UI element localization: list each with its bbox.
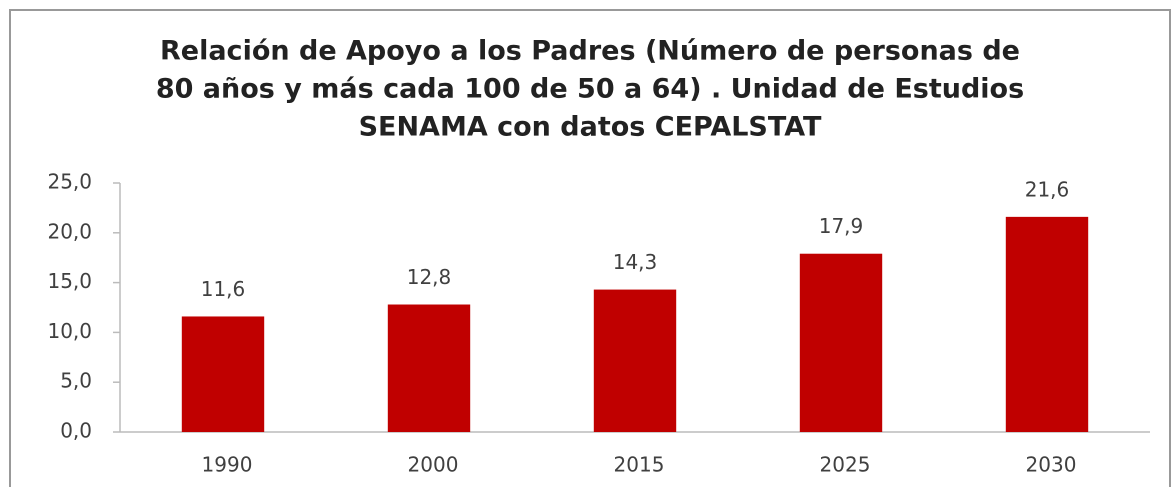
- y-tick-label: 25,0: [47, 170, 92, 194]
- y-tick-label: 10,0: [47, 319, 92, 343]
- bar: [387, 304, 471, 432]
- chart-title: SENAMA con datos CEPALSTAT: [359, 112, 822, 143]
- x-tick-label: 2025: [820, 453, 871, 477]
- data-label: 14,3: [613, 250, 658, 274]
- chart-title: 80 años y más cada 100 de 50 a 64) . Uni…: [156, 74, 1024, 105]
- data-label: 11,6: [201, 277, 246, 301]
- x-tick-label: 2015: [614, 453, 665, 477]
- x-tick-label: 2000: [408, 453, 459, 477]
- data-label: 21,6: [1025, 177, 1070, 201]
- x-tick-label: 1990: [202, 453, 253, 477]
- bar: [1005, 216, 1089, 432]
- bar: [799, 253, 883, 432]
- bar: [181, 316, 265, 432]
- x-tick-label: 2030: [1026, 453, 1077, 477]
- y-tick-label: 0,0: [60, 419, 92, 443]
- y-tick-label: 15,0: [47, 269, 92, 293]
- chart-title: Relación de Apoyo a los Padres (Número d…: [160, 36, 1020, 67]
- bar: [593, 289, 677, 432]
- data-label: 17,9: [819, 214, 864, 238]
- y-tick-label: 5,0: [60, 369, 92, 393]
- data-label: 12,8: [407, 265, 452, 289]
- y-tick-label: 20,0: [47, 219, 92, 243]
